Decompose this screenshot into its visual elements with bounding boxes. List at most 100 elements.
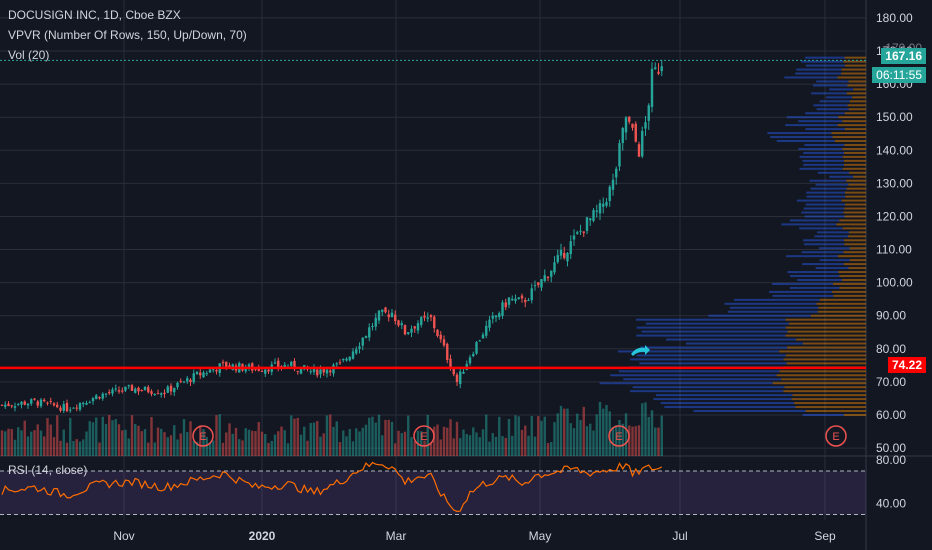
candle-body (605, 201, 608, 206)
vp-row-down (837, 124, 866, 127)
volume-bar (56, 415, 59, 456)
volume-bar (309, 423, 312, 456)
volume-bar (82, 439, 85, 456)
volume-bar (65, 442, 69, 456)
vp-row-up (655, 394, 793, 397)
candle-body (550, 270, 553, 277)
candle-body (459, 371, 462, 384)
volume-bar (514, 415, 517, 456)
vpvr-legend[interactable]: VPVR (Number Of Rows, 150, Up/Down, 70) (8, 28, 247, 42)
vp-row-down (853, 175, 866, 178)
volume-bar (650, 410, 654, 456)
volume-bar (134, 424, 137, 456)
vp-row-down (843, 159, 866, 162)
vp-row-down (844, 203, 866, 206)
candle-body (293, 360, 296, 370)
candle-body (264, 369, 267, 374)
vp-row-up (805, 128, 845, 131)
volume-bar (78, 441, 82, 456)
volume-bar (462, 429, 465, 456)
candle-body (52, 403, 56, 406)
candle-body (137, 387, 140, 392)
candle-body (602, 203, 605, 207)
volume-bar (361, 427, 364, 456)
vp-row-up (803, 207, 845, 210)
vp-row-down (849, 259, 866, 262)
candle-body (254, 368, 257, 370)
volume-bar (439, 439, 442, 456)
candle-body (377, 310, 381, 321)
volume-bar (62, 429, 65, 456)
volume-bar (195, 441, 199, 456)
vp-row-up (787, 271, 839, 274)
candle-body (316, 369, 319, 376)
symbol-legend[interactable]: DOCUSIGN INC, 1D, Cboe BZX (8, 8, 181, 22)
vp-row-down (839, 286, 866, 289)
candle-body (598, 203, 602, 214)
vp-row-down (844, 243, 866, 246)
volume-bar (101, 416, 104, 456)
volume-bar (254, 431, 257, 456)
volume-bar (186, 432, 189, 456)
candle-body (553, 262, 556, 273)
vp-row-up (630, 390, 784, 393)
vp-row-up (729, 306, 819, 309)
vp-row-up (666, 338, 797, 341)
candle-body (420, 317, 423, 325)
earnings-marker-label: E (832, 431, 839, 443)
rsi-tick-label: 40.00 (876, 497, 906, 511)
vp-row-down (836, 223, 866, 226)
flag-arrow-icon[interactable] (631, 345, 650, 356)
volume-bar (559, 405, 563, 456)
volume-bar (618, 420, 621, 456)
volume-legend[interactable]: Vol (20) (8, 48, 50, 62)
volume-bar (446, 427, 449, 456)
volume-bar (397, 430, 400, 456)
candle-body (179, 380, 182, 382)
volume-bar (95, 417, 98, 456)
candle-body (43, 399, 46, 402)
candle-body (140, 390, 143, 392)
volume-bar (247, 429, 251, 456)
vp-row-up (817, 171, 850, 174)
candle-body (621, 128, 624, 144)
candle-body (228, 365, 231, 368)
candle-body (452, 368, 455, 375)
volume-bar (199, 425, 202, 456)
candle-body (514, 298, 517, 302)
candle-body (7, 403, 10, 407)
volume-bar (611, 426, 615, 456)
volume-bars (0, 401, 663, 456)
volume-bar (566, 408, 569, 456)
candle-body (511, 298, 514, 301)
volume-bar (468, 435, 472, 456)
vp-row-down (788, 322, 866, 325)
volume-bar (426, 414, 429, 456)
candle-body (358, 346, 361, 349)
candle-body (481, 334, 485, 339)
candle-body (10, 405, 13, 407)
candle-body (579, 230, 582, 232)
vp-row-up (804, 143, 845, 146)
vp-row-up (653, 398, 792, 401)
candle-body (82, 402, 85, 405)
vp-row-down (776, 374, 866, 377)
vp-row-up (781, 223, 837, 226)
candle-body (485, 325, 488, 336)
time-tick-label: Jul (672, 529, 687, 543)
rsi-legend[interactable]: RSI (14, close) (8, 463, 88, 477)
candle-body (127, 385, 130, 387)
candle-body (348, 356, 351, 361)
volume-bar (215, 415, 218, 456)
vp-row-up (815, 183, 849, 186)
volume-bar (202, 429, 205, 456)
volume-bar (403, 431, 407, 456)
volume-bar (147, 442, 150, 456)
candle-body (582, 231, 585, 233)
volume-bar (176, 439, 179, 456)
candle-body (117, 390, 121, 392)
volume-bar (342, 430, 345, 456)
time-tick-label: May (529, 529, 552, 543)
vp-row-up (786, 255, 839, 258)
